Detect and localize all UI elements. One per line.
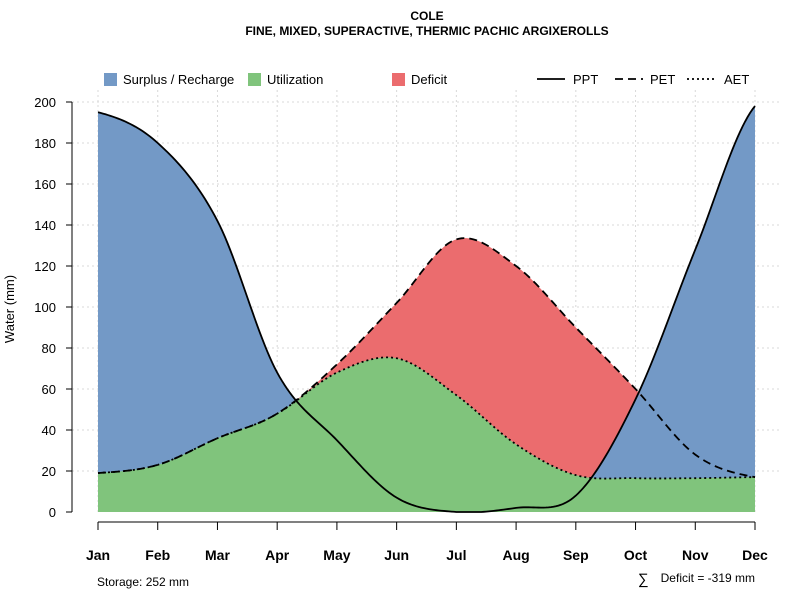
- y-tick-label: 140: [34, 218, 56, 233]
- chart-title: COLE: [410, 9, 443, 23]
- deficit-annotation: Deficit = -319 mm: [661, 571, 755, 585]
- x-tick-label: Apr: [265, 547, 290, 563]
- y-tick-label: 160: [34, 177, 56, 192]
- y-axis-label: Water (mm): [2, 275, 17, 343]
- legend-swatch: [248, 73, 261, 86]
- legend-label: AET: [724, 72, 749, 87]
- surplus-area: [98, 106, 755, 512]
- y-tick-label: 40: [42, 423, 56, 438]
- axes: 0 20 40 60 80 100 120 140 160 180 200 Jan Feb Mar Apr M…: [34, 95, 768, 563]
- x-tick-label: Feb: [145, 547, 170, 563]
- x-tick-label: Sep: [563, 547, 589, 563]
- legend-label: Surplus / Recharge: [123, 72, 234, 87]
- y-tick-label: 120: [34, 259, 56, 274]
- ppt-line: [97, 105, 756, 513]
- chart-subtitle: FINE, MIXED, SUPERACTIVE, THERMIC PACHIC…: [245, 24, 608, 38]
- legend-label: Utilization: [267, 72, 323, 87]
- lines: [97, 105, 756, 513]
- areas: [98, 106, 755, 512]
- x-tick-label: Jun: [384, 547, 409, 563]
- y-tick-label: 200: [34, 95, 56, 110]
- legend-label: PET: [650, 72, 675, 87]
- x-tick-label: Mar: [205, 547, 230, 563]
- legend-label: Deficit: [411, 72, 448, 87]
- x-tick-label: Nov: [682, 547, 709, 563]
- x-tick-label: Jan: [86, 547, 110, 563]
- storage-annotation: Storage: 252 mm: [97, 575, 189, 589]
- y-tick-label: 80: [42, 341, 56, 356]
- y-tick-label: 60: [42, 382, 56, 397]
- x-tick-label: Aug: [502, 547, 529, 563]
- y-tick-label: 20: [42, 464, 56, 479]
- deficit-area: [98, 238, 755, 478]
- legend-swatch: [392, 73, 405, 86]
- legend-swatch: [104, 73, 117, 86]
- legend-label: PPT: [573, 72, 598, 87]
- y-tick-label: 100: [34, 300, 56, 315]
- y-tick-label: 0: [49, 505, 56, 520]
- sum-icon: ∑: [638, 571, 649, 588]
- legend: Surplus / Recharge Utilization Deficit PPT P…: [104, 72, 749, 87]
- x-tick-label: Jul: [446, 547, 466, 563]
- y-tick-label: 180: [34, 136, 56, 151]
- utilization-area: [98, 357, 755, 512]
- x-tick-label: Oct: [624, 547, 648, 563]
- x-tick-label: Dec: [742, 547, 768, 563]
- x-tick-label: May: [323, 547, 350, 563]
- pet-line: [97, 237, 756, 479]
- aet-line: [97, 356, 756, 480]
